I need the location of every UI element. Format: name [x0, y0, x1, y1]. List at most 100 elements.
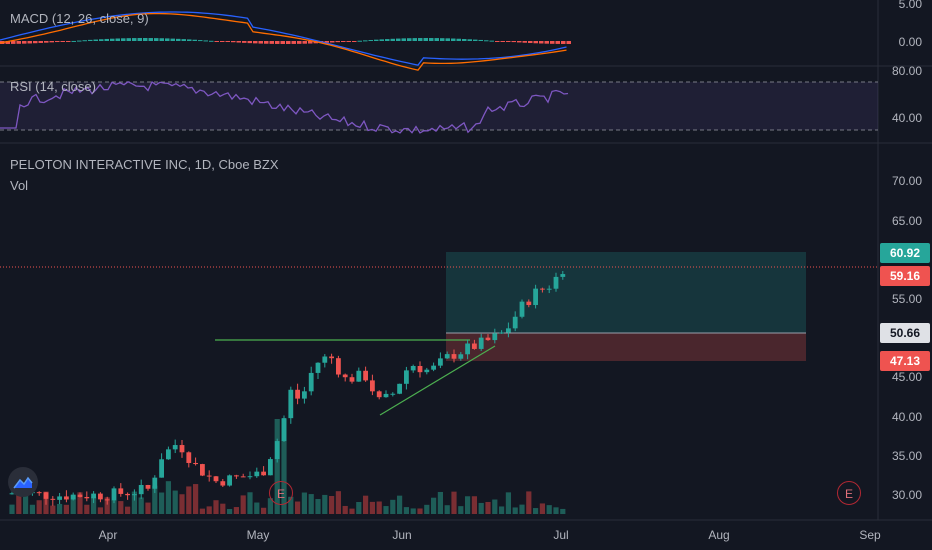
candle-body	[261, 471, 266, 476]
volume-bar	[329, 496, 335, 514]
macd-bar	[484, 40, 489, 42]
macd-bar	[159, 38, 164, 41]
volume-bar	[261, 507, 267, 514]
candle-body	[64, 496, 69, 500]
volume-bar	[403, 507, 409, 514]
candle-body	[193, 462, 198, 465]
earnings-badge[interactable]: E	[837, 481, 861, 505]
macd-bar	[418, 38, 423, 41]
volume-bar	[417, 508, 423, 514]
volume-bar	[492, 499, 498, 514]
last-price-tag[interactable]: 59.16	[880, 266, 930, 286]
macd-bar	[55, 41, 60, 43]
macd-bar	[99, 39, 104, 41]
candle-body	[77, 494, 83, 497]
macd-bar	[440, 38, 445, 41]
macd-bar	[148, 38, 153, 41]
candle-body	[57, 496, 62, 500]
macd-bar	[11, 41, 16, 44]
volume-bar	[437, 491, 443, 514]
macd-bar	[38, 41, 43, 43]
time-label-aug: Aug	[708, 528, 730, 542]
candle-body	[417, 366, 423, 373]
macd-bar	[500, 41, 505, 42]
candle-body	[254, 471, 260, 477]
volume-bar	[349, 508, 355, 514]
macd-bar	[264, 41, 269, 44]
candle-body	[383, 393, 389, 398]
macd-histogram	[0, 38, 571, 44]
target-price-tag[interactable]: 60.92	[880, 243, 930, 263]
candle-body	[84, 496, 90, 499]
macd-bar	[363, 40, 368, 42]
candle-body	[268, 459, 273, 476]
volume-bar	[125, 506, 131, 514]
macd-bar	[286, 41, 291, 44]
macd-bar	[396, 38, 401, 41]
macd-label[interactable]: MACD (12, 26, close, 9)	[10, 11, 149, 26]
volume-bar	[512, 507, 518, 514]
volume-bar	[369, 501, 375, 514]
macd-bar	[220, 41, 225, 42]
volume-bar	[301, 492, 307, 514]
macd-bar	[456, 38, 461, 41]
macd-bar	[104, 38, 109, 41]
candle-body	[288, 389, 294, 419]
entry-price-tag[interactable]: 50.66	[880, 323, 930, 343]
macd-bar	[533, 41, 538, 44]
macd-bar	[192, 39, 197, 41]
candle-body	[145, 484, 151, 489]
symbol-title[interactable]: PELOTON INTERACTIVE INC, 1D, Cboe BZX	[10, 157, 279, 172]
macd-bar	[77, 40, 82, 42]
volume-bars	[9, 419, 566, 514]
rsi-line	[0, 81, 569, 134]
volume-bar	[104, 497, 110, 514]
macd-tick: 0.00	[898, 35, 922, 49]
volume-bar	[138, 497, 144, 514]
volume-bar	[322, 494, 328, 514]
stop-price-tag[interactable]: 47.13	[880, 351, 930, 371]
macd-bar	[132, 38, 137, 41]
volume-bar	[23, 494, 29, 514]
volume-bar	[465, 496, 471, 514]
volume-bar	[335, 491, 341, 514]
volume-bar	[111, 500, 117, 514]
candle-body	[281, 418, 287, 442]
candle-body	[397, 383, 402, 394]
macd-bar	[33, 41, 38, 44]
macd-bar	[374, 39, 379, 41]
candle-body	[206, 475, 212, 477]
tradingview-logo-icon[interactable]	[8, 467, 38, 497]
macd-bar	[209, 40, 214, 42]
candle-body	[295, 389, 300, 399]
macd-bar	[71, 40, 76, 42]
position-loss-zone[interactable]	[446, 333, 806, 361]
macd-bar	[401, 38, 406, 41]
macd-bar	[143, 38, 148, 41]
earnings-badge[interactable]: E	[269, 481, 293, 505]
volume-bar	[546, 505, 552, 514]
volume-bar	[227, 508, 233, 514]
position-profit-zone[interactable]	[446, 252, 806, 333]
time-label-jun: Jun	[392, 528, 412, 542]
volume-bar	[533, 508, 539, 514]
candle-body	[159, 459, 164, 478]
macd-bar	[280, 41, 285, 44]
candle-body	[519, 301, 525, 317]
macd-bar	[203, 40, 208, 42]
candle-body	[356, 370, 362, 382]
volume-bar	[29, 504, 35, 514]
rsi-label[interactable]: RSI (14, close)	[10, 79, 96, 94]
candle-body	[370, 380, 375, 392]
volume-bar	[233, 507, 239, 514]
macd-bar	[539, 41, 544, 44]
volume-bar	[281, 419, 287, 514]
candle-body	[336, 358, 341, 375]
volume-bar	[390, 499, 396, 514]
candle-body	[315, 362, 321, 373]
candle-body	[234, 475, 239, 477]
volume-label[interactable]: Vol	[10, 178, 29, 193]
volume-bar	[63, 504, 69, 514]
support-trendline[interactable]	[379, 345, 496, 416]
